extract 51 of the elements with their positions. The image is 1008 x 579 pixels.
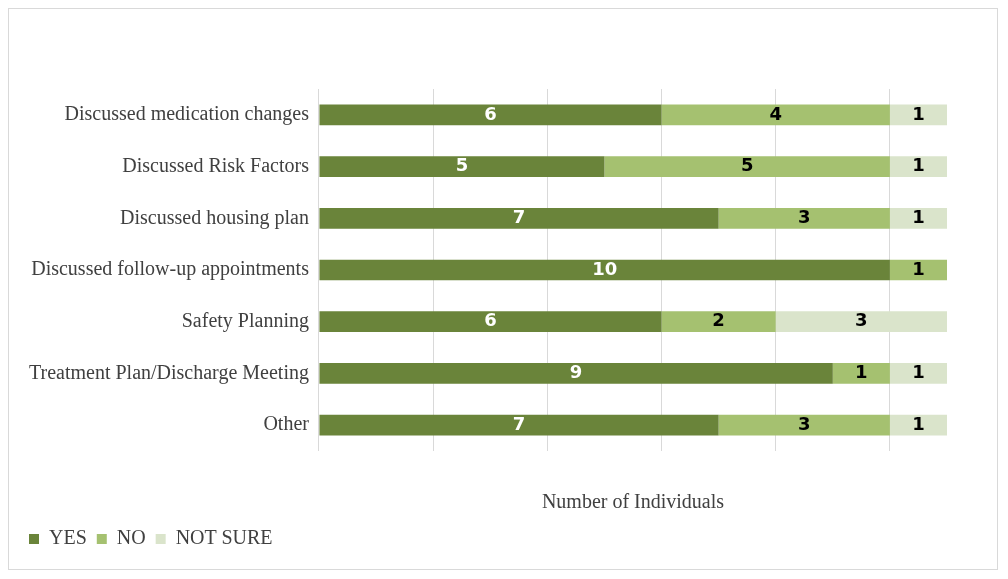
bar	[775, 311, 947, 333]
bar	[889, 207, 947, 229]
data-label: 1	[912, 102, 925, 124]
data-label: 9	[569, 361, 583, 383]
data-label: 3	[855, 309, 868, 331]
bar	[718, 414, 890, 436]
data-label: 5	[455, 154, 469, 176]
bar	[889, 414, 947, 436]
data-label: 6	[484, 309, 497, 331]
y-tick-label: Other	[263, 412, 310, 435]
bar	[319, 207, 719, 229]
data-label: 1	[912, 205, 925, 227]
data-label: 10	[592, 257, 618, 279]
legend-label: NO	[116, 526, 146, 549]
y-tick-label: Safety Planning	[181, 308, 309, 332]
bar	[889, 363, 947, 384]
data-label: 4	[769, 102, 782, 124]
bar	[661, 311, 776, 333]
bar	[319, 311, 662, 333]
bar	[832, 363, 890, 384]
x-axis-title: Number of Individuals	[541, 490, 725, 513]
y-tick-label: Treatment Plan/Discharge Meeting	[29, 360, 309, 384]
bar	[319, 104, 662, 126]
legend-label: YES	[49, 526, 87, 549]
y-tick-label: Discussed medication changes	[64, 102, 310, 126]
data-label: 1	[912, 154, 925, 176]
data-label: 2	[712, 309, 725, 331]
data-label: 5	[740, 154, 754, 176]
data-label: 1	[912, 257, 925, 279]
y-tick-label: Discussed housing plan	[120, 205, 309, 229]
bar	[604, 156, 890, 177]
data-label: 1	[912, 412, 925, 434]
bar	[319, 259, 890, 281]
y-tick-label: Discussed Risk Factors	[122, 153, 310, 176]
data-label: 1	[912, 361, 925, 383]
data-label: 1	[855, 361, 868, 383]
bar	[319, 414, 719, 436]
data-label: 7	[512, 205, 526, 227]
legend-label: NOT SURE	[175, 526, 273, 549]
bar	[319, 156, 605, 177]
bar	[889, 259, 947, 281]
bar	[319, 363, 833, 384]
bar	[889, 156, 947, 177]
data-label: 7	[512, 412, 526, 434]
bar	[661, 104, 890, 126]
y-tick-label: Discussed follow-up appointments	[31, 257, 310, 281]
data-label: 3	[798, 205, 811, 227]
bar	[718, 207, 890, 229]
data-label: 3	[798, 412, 811, 434]
bar	[889, 104, 947, 126]
data-label: 6	[484, 102, 497, 124]
